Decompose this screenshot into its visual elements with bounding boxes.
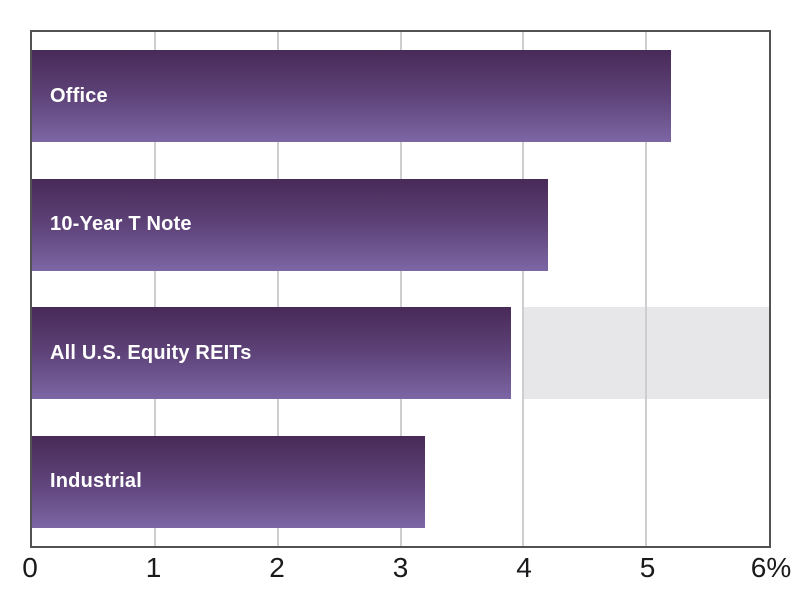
bar-label-10-year-t-note: 10-Year T Note [50, 213, 192, 236]
bar-label-office: Office [50, 84, 108, 107]
x-tick-label: 0 [22, 552, 38, 583]
bar-row-office: Office [32, 32, 769, 161]
x-tick-label: 4 [516, 552, 532, 583]
x-tick-label: 2 [269, 552, 285, 583]
gridline [645, 32, 648, 546]
bar-row-all-us-equity-reits: All U.S. Equity REITs [32, 289, 769, 418]
bar-row-industrial: Industrial [32, 418, 769, 547]
gridline [153, 32, 156, 546]
bar-10-year-t-note: 10-Year T Note [32, 178, 548, 271]
x-tick-label: 3 [392, 552, 409, 583]
gridlines [32, 32, 769, 546]
x-tick-label: 5 [639, 552, 656, 583]
plot-area: Office 10-Year T Note All U.S. Equity RE… [30, 30, 771, 548]
bar-all-us-equity-reits: All U.S. Equity REITs [32, 307, 512, 400]
bar-industrial: Industrial [32, 435, 426, 528]
bar-label-industrial: Industrial [50, 470, 143, 493]
gridline [399, 32, 402, 546]
bar-row-10-year-t-note: 10-Year T Note [32, 161, 769, 290]
x-axis: 0 1 2 3 4 5 6% [22, 552, 791, 592]
bar-label-all-us-equity-reits: All U.S. Equity REITs [50, 341, 252, 364]
gridline [522, 32, 525, 546]
bar-office: Office [32, 50, 671, 143]
x-tick-label: 1 [145, 552, 162, 583]
gridline [276, 32, 279, 546]
x-tick-label: 6% [750, 552, 792, 583]
bar-rows: Office 10-Year T Note All U.S. Equity RE… [32, 32, 769, 546]
